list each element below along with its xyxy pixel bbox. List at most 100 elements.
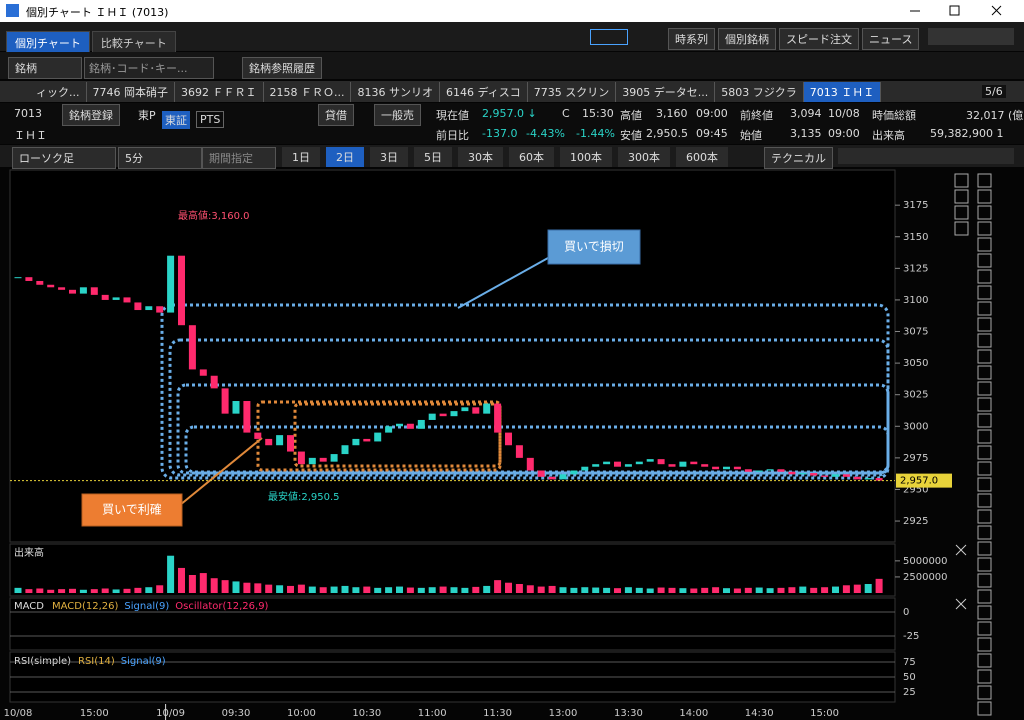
range-button[interactable]: 5日 [414, 147, 452, 167]
volume-bar [330, 586, 338, 593]
volume-bar [167, 555, 175, 593]
chart-type[interactable]: ローソク足 [12, 147, 116, 169]
candle [450, 411, 458, 417]
margin-button[interactable]: 貸借 [318, 104, 354, 126]
stock-tab[interactable]: 8136 サンリオ [351, 82, 440, 102]
current-price: 2,957.0 ↓ [482, 107, 537, 120]
candle [548, 476, 556, 480]
stock-tab[interactable]: 3905 データセ... [616, 82, 716, 102]
candle [112, 297, 120, 300]
period[interactable]: 期間指定 [202, 147, 276, 169]
candle [25, 277, 33, 281]
tool-icon [977, 301, 992, 316]
technical-button[interactable]: テクニカル [764, 147, 833, 169]
open-time: 09:00 [828, 127, 860, 140]
general-button[interactable]: 一般売 [374, 104, 421, 126]
top-button[interactable]: 個別銘柄 [718, 28, 776, 50]
candle [210, 375, 218, 389]
high: 3,160 [656, 107, 688, 120]
exchange-button[interactable]: 東証 [162, 111, 190, 129]
candle [679, 461, 687, 467]
volume-bar [308, 586, 316, 593]
candle [341, 445, 349, 455]
candle [875, 478, 883, 481]
history-button[interactable]: 銘柄参照履歴 [242, 57, 322, 79]
candle [101, 294, 109, 300]
window-controls[interactable] [900, 0, 1024, 22]
candle [396, 423, 403, 427]
candle [352, 438, 360, 446]
candle [232, 401, 240, 414]
range-button[interactable]: 1日 [282, 147, 320, 167]
page-indicator: 5/6 [982, 85, 1006, 98]
top-button[interactable]: 時系列 [668, 28, 715, 50]
range-button[interactable]: 30本 [458, 147, 503, 167]
volume-bar [145, 587, 153, 593]
candle [276, 435, 284, 446]
close-icon [955, 598, 967, 610]
tab[interactable]: 個別チャート [6, 31, 90, 55]
volume-bar [417, 587, 425, 593]
volume-bar [821, 587, 829, 593]
tab-row: 個別チャート 比較チャート 時系列 個別銘柄 スピード注文 ニュース [0, 22, 1024, 55]
volume-bar [232, 581, 240, 593]
candle [134, 302, 142, 311]
last-price-box [896, 473, 952, 488]
market: 東P [138, 109, 156, 122]
stock-tab[interactable]: 6146 ディスコ [440, 82, 528, 102]
rsi-title: RSI(simple) [14, 656, 71, 667]
x-tick-label: 10:00 [287, 708, 316, 719]
top-button[interactable]: ニュース [862, 28, 920, 50]
interval[interactable]: 5分 [118, 147, 202, 169]
symbol-dropdown[interactable]: 銘柄 [8, 57, 82, 79]
layout-icons[interactable] [590, 29, 628, 45]
candle [363, 438, 371, 442]
stock-tab[interactable]: 7735 スクリン [528, 82, 617, 102]
candle [505, 432, 512, 446]
range-button[interactable]: 300本 [618, 147, 670, 167]
volume-bar [363, 586, 371, 593]
candle [374, 432, 382, 442]
tool-icon [977, 269, 992, 284]
volume-title: 出来高 [14, 546, 44, 559]
stock-tab[interactable]: 2158 ＦＲＯ... [264, 82, 352, 102]
stock-tab[interactable]: ィック... [30, 82, 87, 102]
search-input[interactable]: 銘柄･コード･キー... [84, 57, 214, 79]
low-annotation: 最安値:2,950.5 [268, 490, 340, 503]
volume-bar [47, 589, 55, 593]
range-button[interactable]: 100本 [560, 147, 612, 167]
tool-icon [977, 461, 992, 476]
range-button[interactable]: 600本 [676, 147, 728, 167]
top-button[interactable]: スピード注文 [779, 28, 859, 50]
tool-icons[interactable] [928, 28, 1014, 45]
tool-icon [977, 589, 992, 604]
volume-bar [505, 582, 512, 593]
candle [287, 435, 294, 452]
tool-icon [977, 365, 992, 380]
dotted-box [184, 425, 890, 474]
mcap-label: 時価総額 [872, 109, 916, 122]
volume-bar [385, 587, 393, 593]
candle [385, 426, 393, 433]
y-tick-label: 3025 [903, 390, 928, 401]
y-tick-label: 2500000 [903, 572, 948, 583]
candle [788, 471, 796, 475]
candle [712, 466, 720, 470]
drawing-tools[interactable] [838, 148, 1014, 164]
y-tick-label: 3150 [903, 232, 928, 243]
tool-icon [977, 685, 992, 700]
change-pct2: -1.44% [576, 127, 615, 140]
pts-button[interactable]: PTS [196, 111, 225, 128]
range-button[interactable]: 60本 [509, 147, 554, 167]
range-button[interactable]: 2日 [326, 147, 364, 167]
stock-tab[interactable]: 7746 岡本硝子 [87, 82, 175, 102]
stock-tab[interactable]: 5803 フジクラ [715, 82, 804, 102]
stock-tab[interactable]: 3692 ＦＦＲＩ [175, 82, 264, 102]
range-button[interactable]: 3日 [370, 147, 408, 167]
stock-tab[interactable]: 7013 ＩＨＩ [803, 82, 882, 102]
candle [690, 461, 698, 465]
volume-bar [210, 578, 218, 593]
low: 2,950.5 [646, 127, 688, 140]
y-tick-label: 50 [903, 672, 916, 683]
register-button[interactable]: 銘柄登録 [62, 104, 120, 126]
